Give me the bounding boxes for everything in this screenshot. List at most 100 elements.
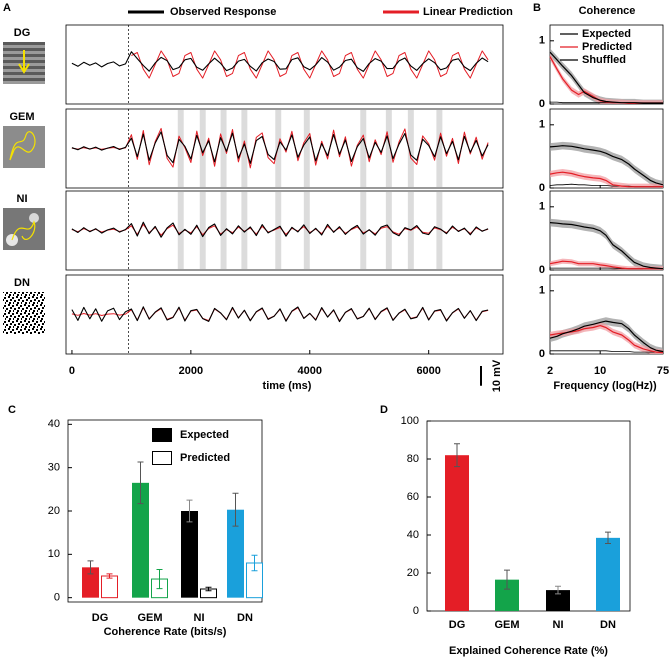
error-bar: [555, 585, 561, 595]
x-tick-label: 6000: [416, 365, 440, 377]
coherence-line: [549, 260, 663, 270]
y-tick-label: 0: [539, 182, 545, 194]
x-tick-label: 0: [69, 365, 75, 377]
icon-gem: [3, 126, 45, 168]
y-tick-label: 0: [539, 98, 545, 110]
y-tick-label: 30: [48, 462, 60, 474]
y-tick-label: 1: [539, 119, 545, 131]
highlight-window: [436, 192, 443, 269]
coherence-line: [549, 320, 664, 353]
coherence-line: [549, 222, 664, 270]
category-label: DN: [600, 619, 616, 631]
legend-label: Predicted: [582, 41, 632, 53]
error-bar: [454, 443, 460, 468]
y-tick-label: 1: [539, 201, 545, 213]
y-tick-label: 0: [413, 605, 419, 617]
highlight-window: [275, 192, 282, 269]
panel-letter: C: [8, 404, 16, 416]
icon-dense-noise: [3, 292, 45, 334]
y-tick-label: 10: [48, 548, 60, 560]
category-label: NI: [194, 612, 205, 624]
error-bar: [186, 499, 193, 523]
confidence-band: [550, 53, 663, 104]
x-tick-label: 4000: [298, 365, 322, 377]
error-bar: [205, 586, 212, 592]
highlight-window: [241, 192, 248, 269]
chart-title: Coherence: [579, 5, 636, 17]
highlight-window: [220, 110, 227, 187]
subplot-frame: [549, 24, 664, 105]
x-axis-label: time (ms): [263, 380, 312, 392]
trace: [71, 221, 489, 238]
legend-swatch: [152, 451, 172, 465]
plot-frame: [426, 420, 631, 612]
x-tick-label: 10: [594, 365, 606, 377]
legend-label: Shuffled: [582, 54, 626, 66]
confidence-band: [550, 169, 663, 188]
highlight-window: [199, 192, 206, 269]
icon-squiggle: [11, 220, 36, 241]
trace: [131, 50, 489, 79]
y-tick-label: 80: [407, 453, 419, 465]
panel-letter: A: [3, 2, 11, 14]
x-tick-label: 2: [547, 365, 553, 377]
error-bar: [251, 554, 258, 572]
error-bar: [605, 531, 611, 545]
y-tick-label: 1: [539, 35, 545, 47]
scale-bar-label: 10 mV: [491, 359, 503, 392]
y-tick-label: 100: [401, 415, 419, 427]
panel-letter: D: [380, 404, 388, 416]
highlight-window: [220, 192, 227, 269]
y-tick-label: 0: [539, 348, 545, 360]
y-tick-label: 40: [48, 418, 60, 430]
legend-label: Linear Prediction: [423, 6, 513, 18]
y-tick-label: 20: [48, 505, 60, 517]
category-label: DG: [92, 612, 109, 624]
trace-frame: [65, 190, 504, 271]
coherence-line: [550, 350, 663, 353]
confidence-band: [550, 317, 663, 354]
error-bar: [106, 573, 113, 579]
highlight-window: [303, 110, 310, 187]
trace-frame: [65, 24, 504, 105]
x-axis-label: Frequency (log(Hz)): [553, 380, 657, 392]
error-bar: [87, 560, 94, 575]
error-bar: [232, 492, 239, 527]
y-tick-label: 0: [54, 592, 60, 604]
error-bar: [504, 569, 510, 590]
x-axis-label: Explained Coherence Rate (%): [449, 645, 608, 657]
legend-label: Predicted: [180, 452, 230, 464]
stimulus-icons: [3, 42, 45, 334]
bar: [227, 509, 244, 598]
x-tick-label: 2000: [179, 365, 203, 377]
bar: [546, 590, 570, 611]
error-bar: [137, 461, 144, 505]
panel-letter: B: [533, 2, 541, 14]
row-label: DG: [14, 27, 31, 39]
bar: [181, 511, 198, 598]
x-tick-label: 75: [657, 365, 669, 377]
bar: [445, 455, 469, 611]
coherence-line: [549, 145, 664, 186]
legend-swatch: [152, 428, 172, 442]
category-label: GEM: [494, 619, 519, 631]
highlight-window: [385, 192, 392, 269]
trace: [71, 51, 489, 72]
row-label: GEM: [9, 111, 34, 123]
icon-arrow: [18, 50, 30, 74]
row-label: NI: [17, 193, 28, 205]
x-axis-label: Coherence Rate (bits/s): [104, 626, 227, 638]
legend-label: Observed Response: [170, 6, 276, 18]
highlight-window: [177, 192, 184, 269]
bar: [132, 482, 149, 598]
legend-label: Expected: [180, 429, 229, 441]
trace: [71, 131, 489, 164]
icon-flower: [29, 213, 39, 223]
legend-label: Expected: [582, 28, 631, 40]
highlight-window: [199, 110, 206, 187]
icon-squiggle: [9, 131, 36, 161]
category-label: DG: [449, 619, 466, 631]
highlight-window: [241, 110, 248, 187]
y-tick-label: 1: [539, 285, 545, 297]
